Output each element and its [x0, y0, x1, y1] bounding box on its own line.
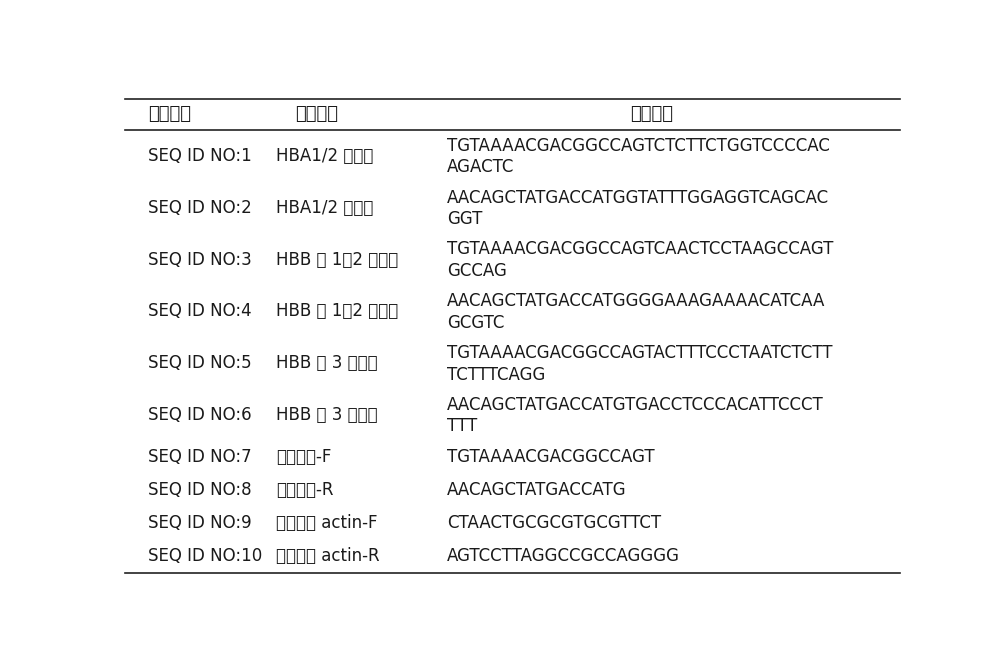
Text: SEQ ID NO:9: SEQ ID NO:9	[148, 514, 252, 533]
Text: AACAGCTATGACCATGGTATTTGGAGGTCAGCAC: AACAGCTATGACCATGGTATTTGGAGGTCAGCAC	[447, 189, 829, 206]
Text: SEQ ID NO:4: SEQ ID NO:4	[148, 303, 252, 320]
Text: AACAGCTATGACCATGTGACCTCCCACATTCCCT: AACAGCTATGACCATGTGACCTCCCACATTCCCT	[447, 396, 823, 414]
Text: SEQ ID NO:7: SEQ ID NO:7	[148, 449, 252, 466]
Text: GGT: GGT	[447, 210, 482, 229]
Text: 内参基因 actin-F: 内参基因 actin-F	[276, 514, 378, 533]
Text: AACAGCTATGACCATGGGGAAAGAAAACATCAA: AACAGCTATGACCATGGGGAAAGAAAACATCAA	[447, 292, 825, 310]
Text: HBB 第 3 外显子: HBB 第 3 外显子	[276, 354, 378, 372]
Text: GCCAG: GCCAG	[447, 262, 507, 280]
Text: SEQ ID NO:6: SEQ ID NO:6	[148, 406, 252, 424]
Text: 引物名称: 引物名称	[148, 105, 191, 124]
Text: 引物序列: 引物序列	[631, 105, 674, 124]
Text: HBA1/2 全序列: HBA1/2 全序列	[276, 147, 374, 165]
Text: SEQ ID NO:2: SEQ ID NO:2	[148, 199, 252, 217]
Text: 测序引物-R: 测序引物-R	[276, 481, 334, 500]
Text: 扩增位置: 扩增位置	[296, 105, 338, 124]
Text: AACAGCTATGACCATG: AACAGCTATGACCATG	[447, 481, 626, 500]
Text: SEQ ID NO:10: SEQ ID NO:10	[148, 548, 262, 565]
Text: HBA1/2 全序列: HBA1/2 全序列	[276, 199, 374, 217]
Text: HBB 第 1、2 外显子: HBB 第 1、2 外显子	[276, 303, 398, 320]
Text: 内参基因 actin-R: 内参基因 actin-R	[276, 548, 380, 565]
Text: TGTAAAACGACGGCCAGTACTTTCCCTAATCTCTT: TGTAAAACGACGGCCAGTACTTTCCCTAATCTCTT	[447, 344, 832, 362]
Text: SEQ ID NO:5: SEQ ID NO:5	[148, 354, 252, 372]
Text: AGACTC: AGACTC	[447, 159, 514, 176]
Text: TGTAAAACGACGGCCAGTCTCTTCTGGTCCCCAC: TGTAAAACGACGGCCAGTCTCTTCTGGTCCCCAC	[447, 137, 830, 155]
Text: HBB 第 1、2 外显子: HBB 第 1、2 外显子	[276, 251, 398, 269]
Text: TTT: TTT	[447, 417, 477, 436]
Text: SEQ ID NO:8: SEQ ID NO:8	[148, 481, 252, 500]
Text: GCGTC: GCGTC	[447, 314, 504, 332]
Text: CTAACTGCGCGTGCGTTCT: CTAACTGCGCGTGCGTTCT	[447, 514, 661, 533]
Text: 测序引物-F: 测序引物-F	[276, 449, 332, 466]
Text: HBB 第 3 外显子: HBB 第 3 外显子	[276, 406, 378, 424]
Text: TGTAAAACGACGGCCAGTCAACTCCTAAGCCAGT: TGTAAAACGACGGCCAGTCAACTCCTAAGCCAGT	[447, 240, 833, 258]
Text: SEQ ID NO:3: SEQ ID NO:3	[148, 251, 252, 269]
Text: SEQ ID NO:1: SEQ ID NO:1	[148, 147, 252, 165]
Text: AGTCCTTAGGCCGCCAGGGG: AGTCCTTAGGCCGCCAGGGG	[447, 548, 680, 565]
Text: TCTTTCAGG: TCTTTCAGG	[447, 365, 545, 384]
Text: TGTAAAACGACGGCCAGT: TGTAAAACGACGGCCAGT	[447, 449, 654, 466]
